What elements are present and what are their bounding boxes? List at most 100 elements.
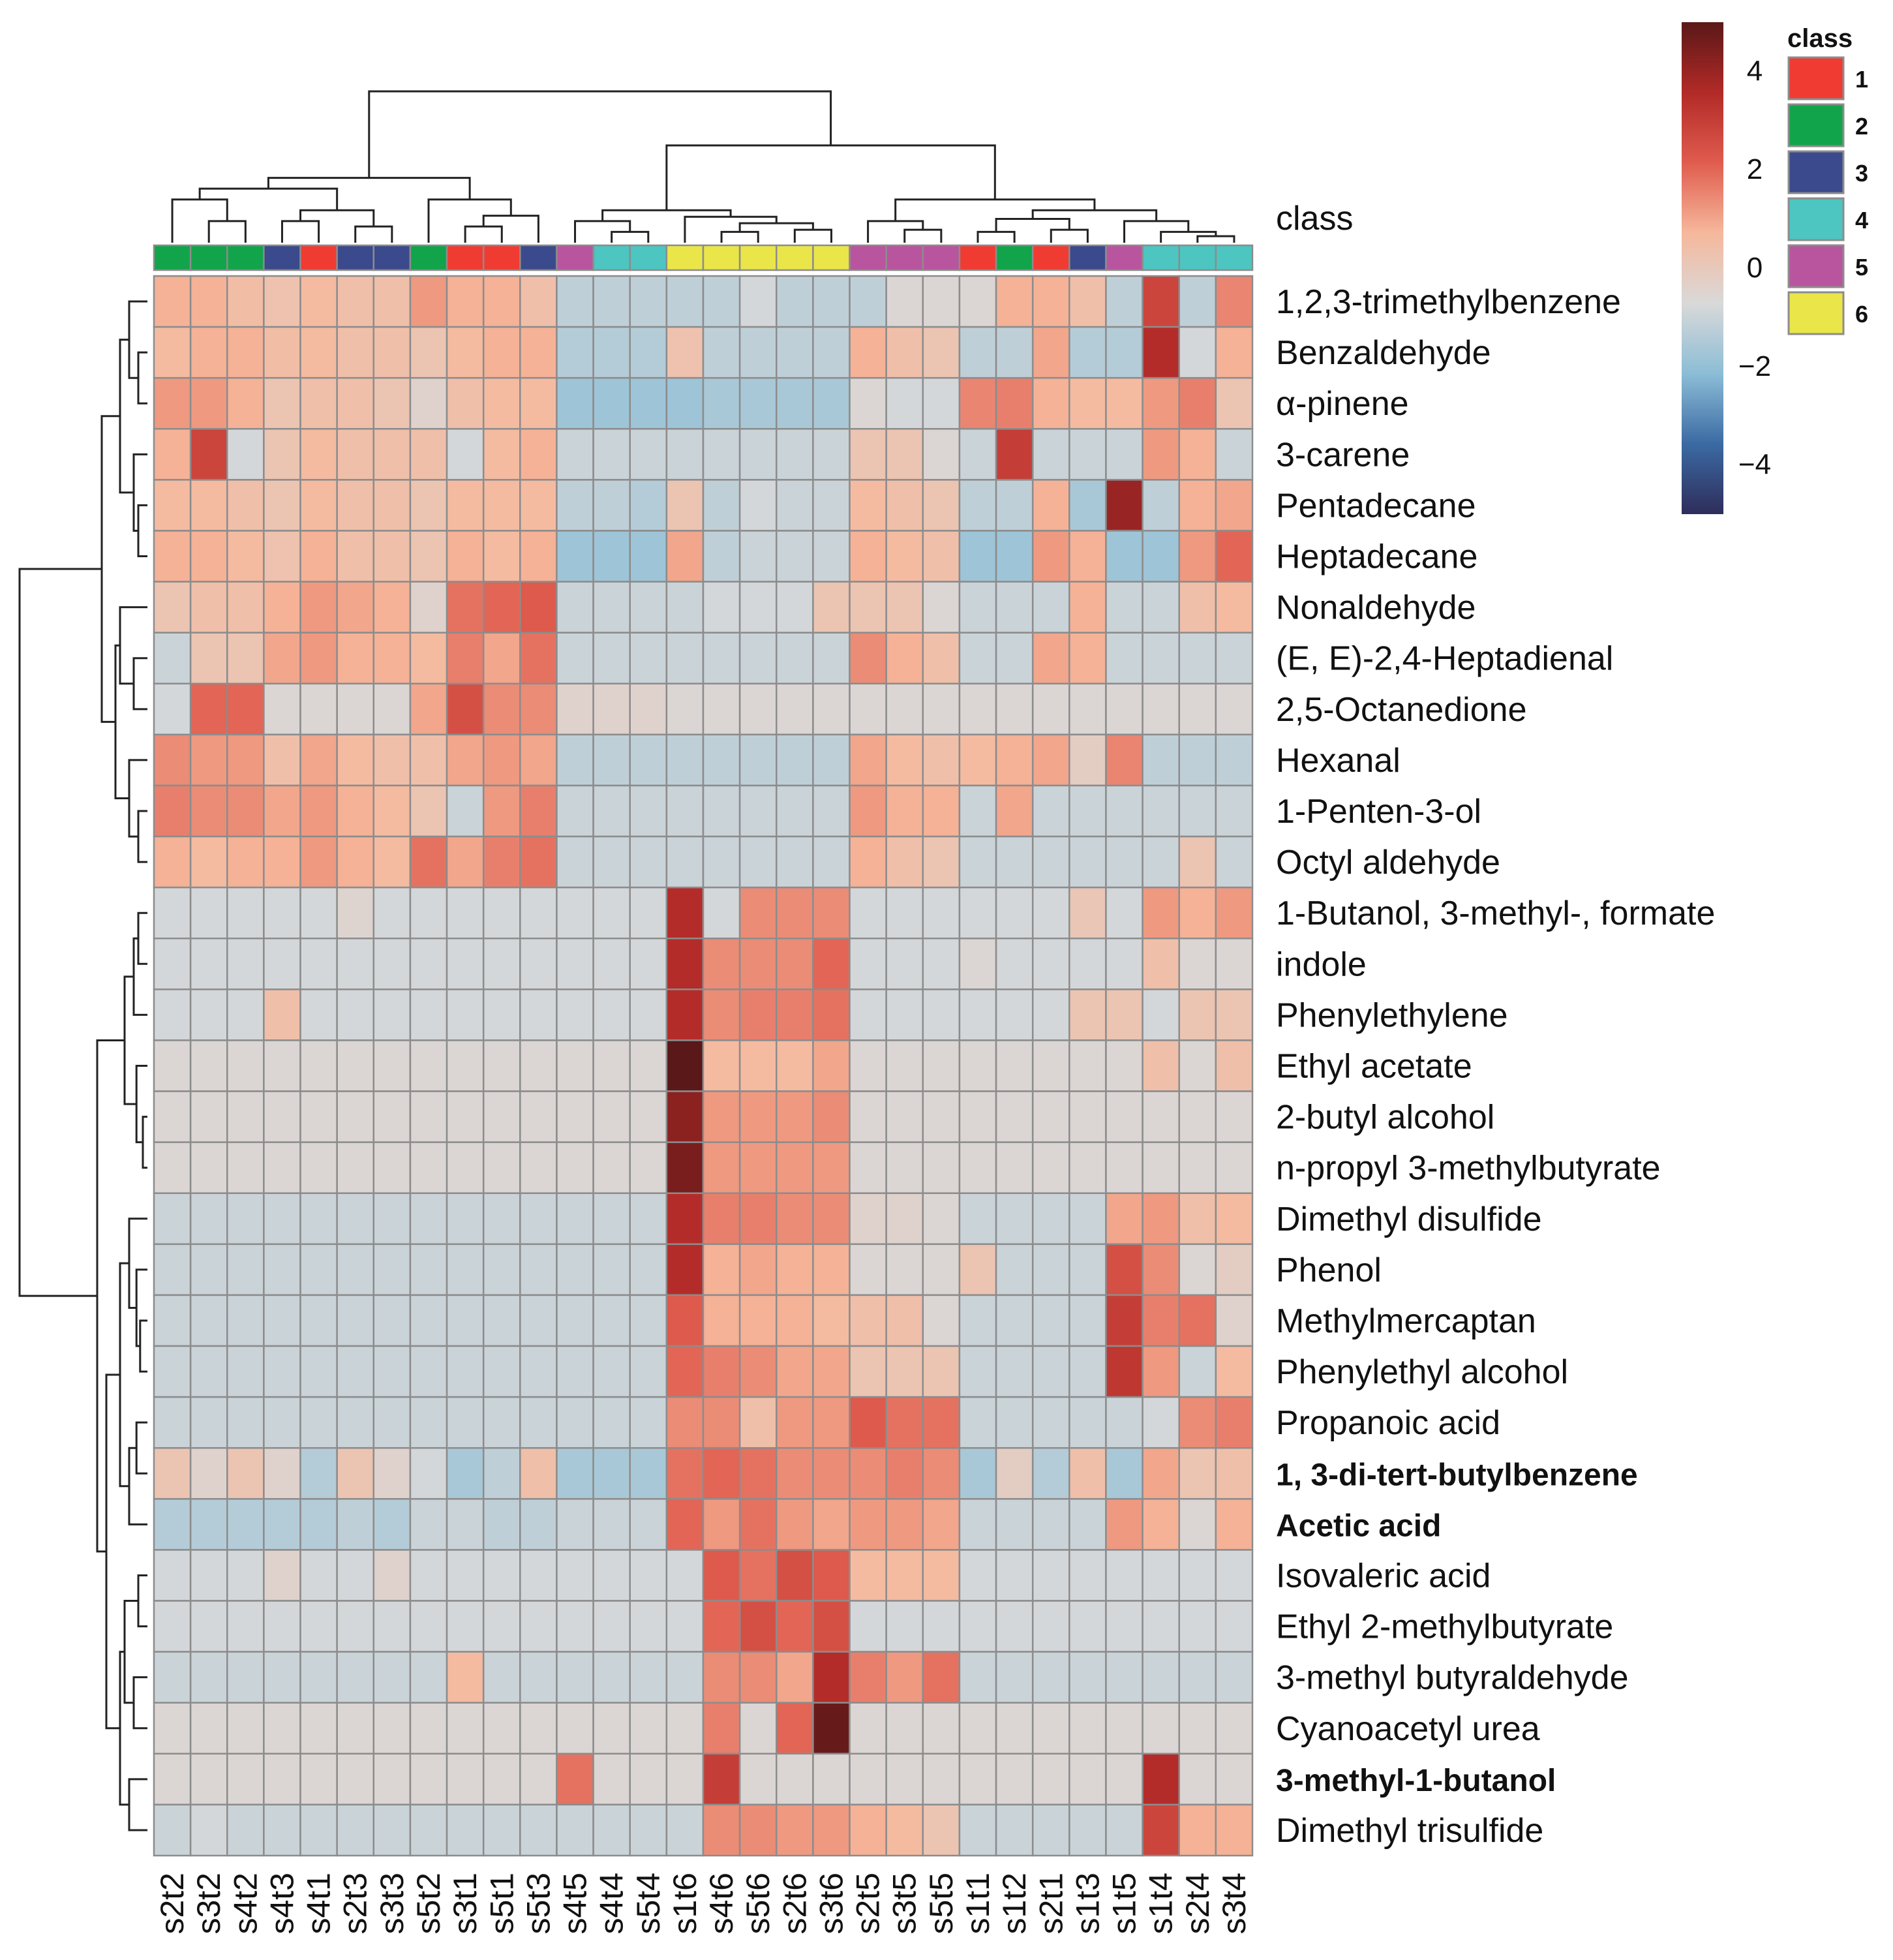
heatmap-cell-s2t6-r13 bbox=[776, 938, 814, 990]
heatmap-cell-s5t4-r11 bbox=[629, 835, 668, 889]
heatmap-cell-s1t4-r8 bbox=[1142, 682, 1180, 736]
heatmap-cell-s2t2-r10 bbox=[153, 784, 192, 838]
heatmap-cell-s5t1-r27 bbox=[482, 1651, 521, 1704]
heatmap-cell-s1t1-r17 bbox=[958, 1141, 997, 1194]
class-cell-s5t2 bbox=[409, 244, 448, 271]
heatmap-cell-s2t5-r21 bbox=[849, 1345, 887, 1398]
heatmap-cell-s3t3-r10 bbox=[372, 784, 412, 838]
heatmap-cell-s2t1-r12 bbox=[1031, 886, 1070, 940]
heatmap-cell-s5t1-r14 bbox=[482, 988, 521, 1041]
heatmap-cell-s1t5-r23 bbox=[1105, 1447, 1143, 1500]
heatmap-cell-s4t5-r9 bbox=[556, 733, 594, 787]
heatmap-cell-s1t1-r20 bbox=[958, 1294, 997, 1347]
heatmap-cell-s1t5-r20 bbox=[1105, 1294, 1143, 1347]
heatmap-cell-s2t2-r11 bbox=[153, 835, 192, 889]
heatmap-cell-s4t6-r6 bbox=[702, 581, 741, 634]
heatmap-cell-s3t5-r6 bbox=[885, 581, 924, 634]
heatmap-cell-s3t4-r21 bbox=[1215, 1345, 1254, 1398]
col-dendro-link-10 bbox=[611, 230, 650, 243]
heatmap-cell-s4t2-r22 bbox=[226, 1396, 265, 1449]
heatmap-cell-s2t3-r21 bbox=[336, 1345, 375, 1398]
heatmap-cell-s2t4-r16 bbox=[1178, 1090, 1217, 1143]
heatmap-cell-s2t2-r15 bbox=[153, 1039, 192, 1092]
heatmap-cell-s2t4-r2 bbox=[1178, 376, 1217, 430]
scale-tick-label: 4 bbox=[1747, 55, 1763, 87]
heatmap-cell-s1t6-r11 bbox=[665, 835, 704, 889]
heatmap-cell-s4t1-r7 bbox=[299, 632, 338, 685]
col-dendro-link-12 bbox=[720, 230, 759, 243]
heatmap-cell-s1t1-r8 bbox=[958, 682, 997, 736]
heatmap-cell-s5t3-r4 bbox=[519, 479, 558, 532]
heatmap-cell-s3t2-r14 bbox=[189, 988, 228, 1041]
heatmap-cell-s1t3-r13 bbox=[1068, 938, 1107, 990]
col-dendro-link-13 bbox=[793, 228, 832, 243]
heatmap-cell-s2t5-r3 bbox=[849, 428, 887, 481]
heatmap-cell-s5t5-r23 bbox=[922, 1447, 961, 1500]
heatmap-cell-s2t2-r28 bbox=[153, 1702, 192, 1755]
heatmap-cell-s5t5-r17 bbox=[922, 1141, 961, 1194]
heatmap-cell-s5t5-r14 bbox=[922, 988, 961, 1041]
heatmap-cell-s1t2-r18 bbox=[995, 1192, 1034, 1246]
heatmap-cell-s1t1-r4 bbox=[958, 479, 997, 532]
heatmap-cell-s4t6-r0 bbox=[702, 275, 741, 328]
col-dendro-link-0 bbox=[207, 220, 247, 243]
heatmap-cell-s1t1-r7 bbox=[958, 632, 997, 685]
heatmap-cell-s4t2-r16 bbox=[226, 1090, 265, 1143]
heatmap-cell-s3t4-r17 bbox=[1215, 1141, 1254, 1194]
heatmap-cell-s4t5-r0 bbox=[556, 275, 594, 328]
heatmap-cell-s2t3-r6 bbox=[336, 581, 375, 634]
heatmap-cell-s4t3-r27 bbox=[263, 1651, 301, 1704]
heatmap-cell-s2t2-r12 bbox=[153, 886, 192, 940]
heatmap-cell-s2t4-r4 bbox=[1178, 479, 1217, 532]
heatmap-cell-s2t3-r2 bbox=[336, 376, 375, 430]
heatmap-cell-s2t3-r22 bbox=[336, 1396, 375, 1449]
heatmap-cell-s3t2-r29 bbox=[189, 1753, 228, 1806]
heatmap-cell-s5t6-r2 bbox=[738, 376, 778, 430]
heatmap-cell-s2t3-r16 bbox=[336, 1090, 375, 1143]
heatmap-cell-s5t5-r30 bbox=[922, 1803, 961, 1857]
heatmap-cell-s3t4-r3 bbox=[1215, 428, 1254, 481]
heatmap-cell-s1t4-r10 bbox=[1142, 784, 1180, 838]
heatmap-cell-s1t3-r21 bbox=[1068, 1345, 1107, 1398]
heatmap-cell-s5t1-r15 bbox=[482, 1039, 521, 1092]
heatmap-cell-s1t2-r6 bbox=[995, 581, 1034, 634]
heatmap-cell-s5t3-r5 bbox=[519, 530, 558, 583]
heatmap-cell-s5t1-r1 bbox=[482, 326, 521, 379]
col-label-s1t4: s1t4 bbox=[1143, 1873, 1179, 1935]
heatmap-cell-s5t4-r7 bbox=[629, 632, 668, 685]
heatmap-cell-s1t6-r16 bbox=[665, 1090, 704, 1143]
heatmap-cell-s1t1-r23 bbox=[958, 1447, 997, 1500]
class-cell-s1t2 bbox=[995, 244, 1034, 271]
heatmap-cell-s5t3-r23 bbox=[519, 1447, 558, 1500]
legend-swatch-class-5 bbox=[1787, 244, 1845, 288]
heatmap-cell-s4t3-r18 bbox=[263, 1192, 301, 1246]
heatmap-cell-s2t1-r9 bbox=[1031, 733, 1070, 787]
heatmap-cell-s3t6-r25 bbox=[812, 1549, 851, 1602]
heatmap-cell-s2t5-r13 bbox=[849, 938, 887, 990]
heatmap-cell-s2t5-r17 bbox=[849, 1141, 887, 1194]
heatmap-cell-s1t1-r25 bbox=[958, 1549, 997, 1602]
heatmap-cell-s1t1-r30 bbox=[958, 1803, 997, 1857]
heatmap-cell-s2t1-r25 bbox=[1031, 1549, 1070, 1602]
heatmap-cell-s2t6-r30 bbox=[776, 1803, 814, 1857]
heatmap-cell-s4t2-r12 bbox=[226, 886, 265, 940]
heatmap-cell-s3t3-r26 bbox=[372, 1600, 412, 1653]
heatmap-cell-s3t1-r28 bbox=[446, 1702, 485, 1755]
heatmap-cell-s1t4-r18 bbox=[1142, 1192, 1180, 1246]
heatmap-cell-s4t1-r30 bbox=[299, 1803, 338, 1857]
heatmap-cell-s3t4-r14 bbox=[1215, 988, 1254, 1041]
heatmap-cell-s5t1-r11 bbox=[482, 835, 521, 889]
heatmap-cell-s4t1-r24 bbox=[299, 1498, 338, 1551]
heatmap-cell-s4t4-r4 bbox=[592, 479, 631, 532]
heatmap-cell-s2t3-r5 bbox=[336, 530, 375, 583]
heatmap-cell-s5t3-r10 bbox=[519, 784, 558, 838]
heatmap-cell-s5t4-r15 bbox=[629, 1039, 668, 1092]
heatmap-cell-s3t3-r17 bbox=[372, 1141, 412, 1194]
heatmap-cell-s4t5-r5 bbox=[556, 530, 594, 583]
row-label-1-penten-3-ol: 1-Penten-3-ol bbox=[1276, 793, 1481, 831]
heatmap-cell-s1t3-r23 bbox=[1068, 1447, 1107, 1500]
heatmap-cell-s3t4-r20 bbox=[1215, 1294, 1254, 1347]
heatmap-cell-s1t5-r15 bbox=[1105, 1039, 1143, 1092]
heatmap-cell-s3t5-r1 bbox=[885, 326, 924, 379]
row-label-1-butanol-3-methyl-formate: 1-Butanol, 3-methyl-, formate bbox=[1276, 895, 1715, 932]
